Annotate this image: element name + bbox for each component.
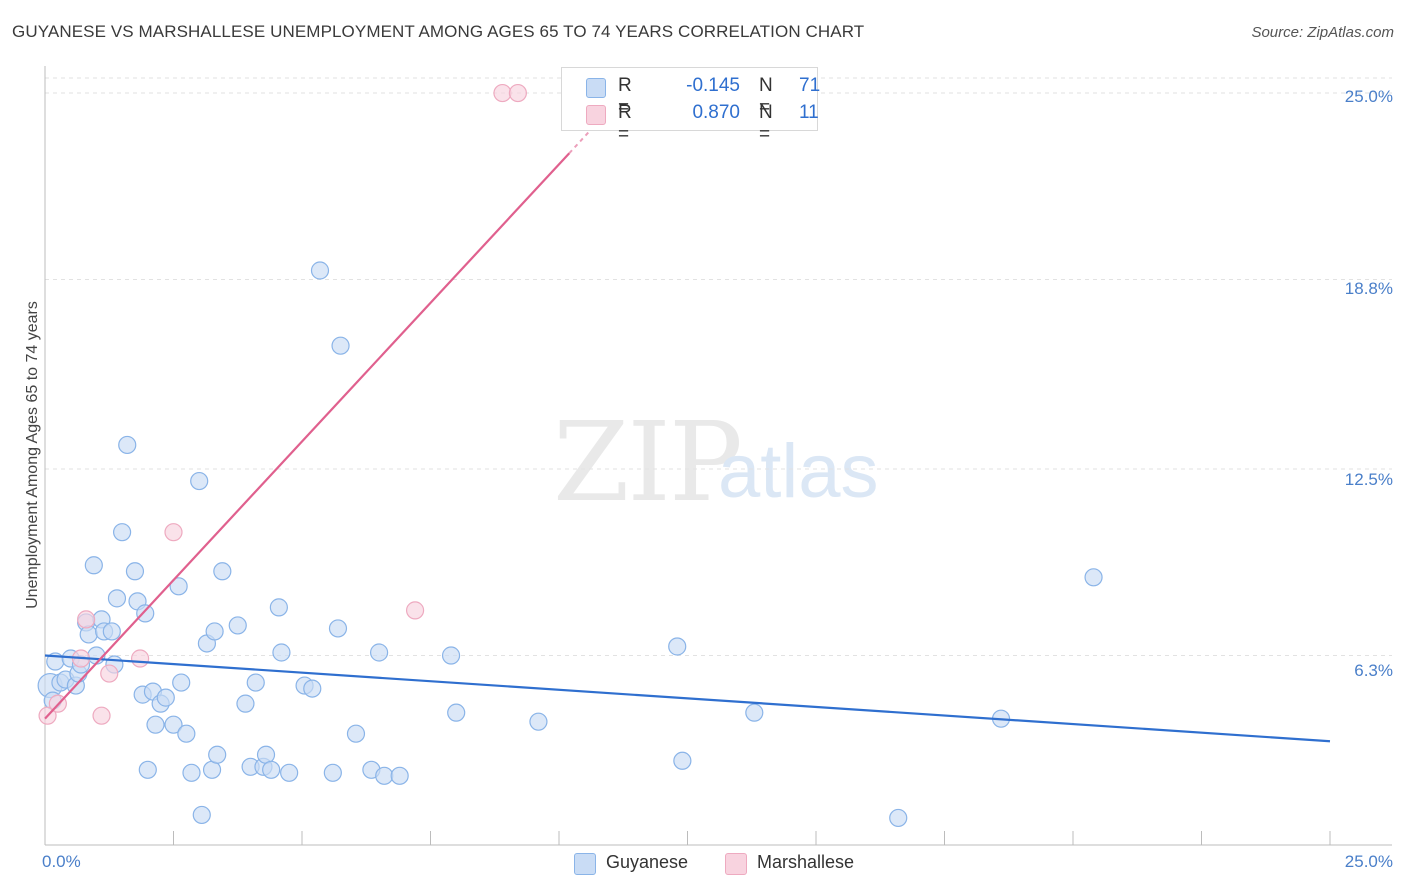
guyanese-point (205, 622, 224, 641)
r-label: R = (618, 75, 632, 118)
guyanese-point (79, 625, 98, 644)
marshallese-point (77, 610, 96, 629)
guyanese-point (745, 703, 764, 722)
guyanese-point (269, 598, 288, 617)
guyanese-point (236, 694, 255, 713)
guyanese-point (375, 766, 394, 785)
marshallese-point (92, 706, 111, 725)
guyanese-point (102, 622, 121, 641)
guyanese-point (177, 724, 196, 743)
guyanese-point (673, 751, 692, 770)
guyanese-point (172, 673, 191, 692)
watermark-atlas: atlas (718, 429, 879, 514)
guyanese-point (529, 712, 548, 731)
r-value: -0.145 (686, 75, 740, 96)
guyanese-point (84, 556, 103, 575)
guyanese-point (182, 763, 201, 782)
guyanese-point (136, 604, 155, 623)
guyanese-point (192, 805, 211, 825)
r-value: 0.870 (692, 102, 740, 123)
marshallese-trend-extension (568, 113, 606, 154)
source-label: Source: ZipAtlas.com (1251, 24, 1394, 41)
y-tick-label: 25.0% (1344, 87, 1393, 106)
watermark-zip: ZIP (553, 398, 743, 526)
x-tick-label: 0.0% (42, 852, 81, 871)
guyanese-point (447, 703, 466, 722)
guyanese-point (107, 589, 127, 608)
marshallese-trend-line (44, 152, 571, 720)
guyanese-point (668, 637, 687, 656)
marshallese-point (405, 601, 425, 620)
guyanese-point (112, 523, 132, 542)
guyanese-point (889, 808, 908, 828)
guyanese-point (390, 766, 409, 785)
guyanese-trend-line (44, 654, 1331, 743)
guyanese-point (331, 336, 350, 355)
y-tick-label: 6.3% (1354, 661, 1393, 680)
guyanese-point (208, 745, 227, 764)
legend-label: Marshallese (757, 852, 855, 872)
x-tick-label: 25.0% (1344, 852, 1393, 871)
guyanese-point (228, 616, 247, 635)
n-value: 71 (799, 75, 821, 96)
guyanese-point (346, 724, 366, 743)
guyanese-point (246, 673, 265, 692)
n-label: N = (759, 75, 773, 118)
n-value: 11 (799, 102, 819, 123)
marshallese-swatch (586, 105, 606, 125)
y-tick-label: 18.8% (1344, 279, 1393, 298)
guyanese-swatch (586, 78, 606, 98)
guyanese-point (1084, 568, 1103, 587)
guyanese-point (303, 679, 322, 698)
guyanese-point (310, 261, 330, 280)
guyanese-point (280, 763, 299, 782)
marshallese-point (508, 83, 527, 103)
guyanese-point (146, 715, 165, 734)
r-label: R = (618, 102, 632, 145)
guyanese-point (328, 619, 348, 638)
guyanese-point (370, 643, 389, 662)
guyanese-point (138, 760, 157, 779)
guyanese-point (190, 471, 209, 491)
correlation-legend: R = -0.145 N = 71 R = 0.870 N = 11 (561, 67, 821, 145)
guyanese-point (272, 643, 291, 662)
guyanese-point (118, 435, 137, 455)
guyanese-point (262, 760, 281, 779)
chart-title: GUYANESE VS MARSHALLESE UNEMPLOYMENT AMO… (12, 22, 865, 41)
guyanese-point (164, 715, 183, 734)
guyanese-point (156, 688, 175, 707)
guyanese-point (202, 760, 222, 779)
guyanese-point (256, 745, 276, 764)
guyanese-point (213, 562, 232, 581)
y-tick-label: 12.5% (1344, 470, 1393, 489)
guyanese-swatch (574, 853, 596, 875)
n-label: N = (759, 102, 773, 145)
guyanese-point (169, 577, 188, 596)
guyanese-point (125, 562, 145, 581)
marshallese-point (100, 664, 119, 683)
marshallese-point (164, 523, 183, 542)
legend-label: Guyanese (606, 852, 689, 872)
marshallese-point (493, 83, 512, 103)
marshallese-swatch (725, 853, 747, 875)
marshallese-point (130, 649, 150, 668)
guyanese-point (323, 763, 342, 782)
guyanese-point (441, 646, 461, 665)
